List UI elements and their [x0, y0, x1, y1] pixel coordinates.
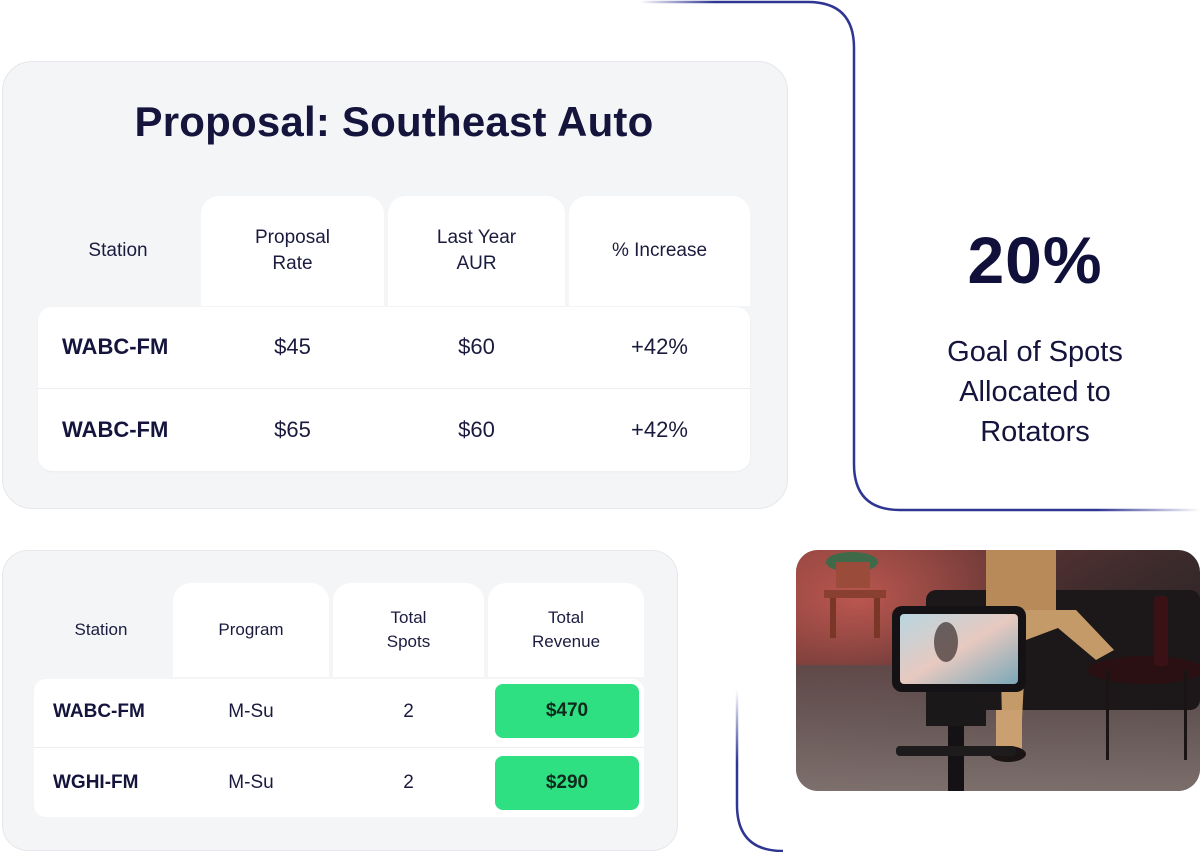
- stat-value: 20%: [967, 223, 1103, 297]
- table-cell-station: WGHI-FM: [53, 772, 139, 793]
- table-cell-program: M-Su: [228, 772, 274, 793]
- revenue-badge: $470: [495, 684, 639, 738]
- header-percent-increase-label: % Increase: [611, 240, 708, 261]
- row-divider: [34, 747, 644, 748]
- header-total-revenue-label: Total Revenue: [531, 608, 601, 651]
- header-proposal-rate-label: Proposal Rate: [255, 227, 330, 274]
- header-total-revenue: Total Revenue: [488, 583, 644, 677]
- revenue-badge: $290: [495, 756, 639, 810]
- table-cell-station: WABC-FM: [62, 417, 169, 442]
- stat-label: Goal of Spots Allocated to Rotators: [947, 336, 1123, 448]
- table-cell-station: WABC-FM: [62, 334, 169, 359]
- table-cell-last-year-aur: $60: [458, 334, 495, 359]
- header-station: Station: [34, 583, 168, 677]
- header-station-label: Station: [88, 240, 148, 261]
- header-program-label: Program: [218, 620, 284, 639]
- table-cell-proposal-rate: $45: [274, 334, 311, 359]
- table-cell-total-spots: 2: [403, 701, 414, 722]
- table-cell-last-year-aur: $60: [458, 417, 495, 442]
- header-percent-increase: % Increase: [569, 196, 750, 306]
- header-proposal-rate: Proposal Rate: [201, 196, 384, 306]
- header-station: Station: [38, 196, 198, 306]
- table-cell-percent-increase: +42%: [631, 334, 688, 359]
- header-program: Program: [173, 583, 329, 677]
- table-cell-proposal-rate: $65: [274, 417, 311, 442]
- row-divider: [38, 388, 750, 389]
- table-cell-total-spots: 2: [403, 772, 414, 793]
- header-station-label: Station: [74, 620, 128, 639]
- proposal-table-body: [38, 307, 750, 471]
- header-total-spots-label: Total Spots: [386, 608, 431, 651]
- header-total-spots: Total Spots: [333, 583, 484, 677]
- studio-photo-illustration: [796, 550, 1200, 791]
- studio-photo: [796, 550, 1200, 791]
- header-last-year-aur: Last Year AUR: [388, 196, 565, 306]
- header-last-year-aur-label: Last Year AUR: [436, 227, 517, 274]
- table-cell-station: WABC-FM: [53, 701, 145, 722]
- proposal-title: Proposal: Southeast Auto: [134, 98, 654, 145]
- table-cell-percent-increase: +42%: [631, 417, 688, 442]
- table-cell-program: M-Su: [228, 701, 274, 722]
